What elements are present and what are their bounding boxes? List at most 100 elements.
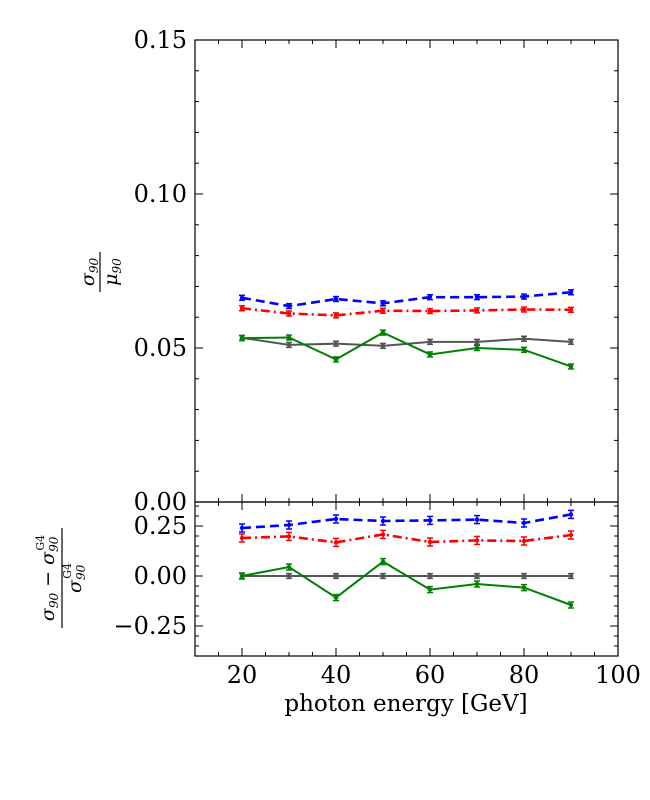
- bottom-data-point: [521, 585, 527, 590]
- bottom-panel: −0.25 0.00 0.25 20 40 60 80 100: [113, 501, 641, 689]
- top-series-1: [239, 305, 574, 319]
- x-tick-label: 80: [509, 661, 540, 689]
- bottom-data-point: [521, 520, 527, 526]
- bottom-series-line: [241, 560, 572, 606]
- bottom-data-point: [333, 540, 339, 545]
- x-axis-title: photon energy [GeV]: [284, 691, 527, 717]
- top-data-point: [380, 308, 386, 313]
- top-data-point: [380, 301, 386, 306]
- top-data-point: [474, 308, 480, 313]
- top-data-point: [427, 308, 433, 314]
- top-data-point: [286, 342, 292, 348]
- top-data-point: [333, 296, 339, 302]
- x-tick-label: 40: [321, 661, 352, 689]
- top-data-point: [239, 335, 245, 341]
- bottom-data-point: [333, 595, 339, 600]
- x-tick-label: 100: [595, 661, 641, 689]
- top-data-point: [333, 313, 339, 318]
- top-data-point: [521, 307, 527, 312]
- top-series-0: [239, 289, 574, 310]
- top-data-point: [521, 347, 527, 353]
- bottom-data-point: [521, 538, 527, 544]
- top-data-point: [333, 357, 339, 362]
- bottom-series-line: [241, 533, 572, 544]
- top-data-point: [239, 306, 245, 311]
- top-axes: 0.00 0.05 0.10 0.15: [134, 26, 619, 516]
- top-data-point: [474, 294, 480, 300]
- bottom-data-point: [474, 581, 480, 587]
- bottom-data-point: [286, 573, 292, 579]
- bottom-data-point: [427, 587, 433, 592]
- bottom-data-point: [474, 573, 480, 579]
- top-data-point: [568, 307, 574, 313]
- bottom-series-layer: [239, 509, 574, 609]
- top-data-point: [521, 336, 527, 341]
- top-plot-frame: [194, 39, 619, 503]
- bottom-data-point: [568, 532, 574, 538]
- bottom-data-point: [286, 522, 292, 528]
- bottom-data-point: [568, 573, 574, 579]
- top-data-point: [521, 294, 527, 299]
- bottom-y-axis-label: σ90 − σ90G4 σ90G4: [34, 528, 88, 628]
- top-data-point: [286, 335, 292, 340]
- top-data-point: [286, 303, 292, 309]
- bottom-data-point: [286, 534, 292, 539]
- bottom-data-point: [286, 564, 292, 570]
- bottom-data-point: [380, 518, 386, 524]
- bottom-data-point: [521, 573, 527, 579]
- bottom-plot-frame: [194, 501, 619, 657]
- bottom-data-point: [474, 538, 480, 543]
- top-y-tick-label: 0.05: [134, 334, 187, 362]
- bottom-data-point: [380, 532, 386, 537]
- bottom-y-tick-label: 0.00: [134, 562, 187, 590]
- top-y-tick-label: 0.15: [134, 26, 187, 54]
- x-tick-label: 20: [227, 661, 258, 689]
- top-data-point: [427, 294, 433, 300]
- top-data-point: [427, 352, 433, 357]
- bottom-ylabel-numerator: σ90 − σ90G4: [34, 535, 61, 621]
- top-panel: 0.00 0.05 0.10 0.15: [134, 26, 619, 516]
- bottom-data-point: [380, 573, 386, 579]
- top-series-line: [241, 306, 572, 317]
- top-data-point: [380, 330, 386, 335]
- bottom-series-0: [239, 509, 574, 533]
- bottom-axes: −0.25 0.00 0.25 20 40 60 80 100: [113, 501, 641, 689]
- top-y-tick-label: 0.10: [134, 180, 187, 208]
- bottom-data-point: [427, 518, 433, 523]
- bottom-ylabel-denominator: σ90G4: [61, 563, 88, 593]
- bottom-data-point: [239, 525, 245, 531]
- bottom-data-point: [568, 512, 574, 517]
- bottom-data-point: [568, 602, 574, 608]
- bottom-data-point: [239, 573, 245, 579]
- top-data-point: [474, 339, 480, 345]
- top-ylabel-numerator: σ90: [77, 258, 101, 287]
- top-data-point: [286, 311, 292, 316]
- top-y-axis-label: σ90 μ90: [77, 252, 124, 292]
- bottom-series-line: [241, 513, 572, 530]
- top-data-point: [380, 343, 386, 349]
- top-data-point: [333, 341, 339, 346]
- top-data-point: [474, 345, 480, 351]
- bottom-data-point: [474, 517, 480, 522]
- top-series-line: [241, 331, 572, 368]
- top-data-point: [568, 290, 574, 295]
- top-y-tick-label: 0.00: [134, 488, 187, 516]
- top-data-point: [239, 295, 245, 300]
- bottom-data-point: [333, 516, 339, 522]
- x-tick-label: 60: [415, 661, 446, 689]
- bottom-series-3: [239, 557, 574, 609]
- top-series-3: [239, 329, 574, 370]
- top-data-point: [568, 364, 574, 369]
- bottom-data-point: [427, 539, 433, 545]
- top-ylabel-denominator: μ90: [100, 258, 124, 286]
- top-data-point: [427, 339, 433, 345]
- top-data-point: [568, 339, 574, 345]
- bottom-series-1: [239, 529, 574, 548]
- bottom-y-tick-label: 0.25: [134, 512, 187, 540]
- bottom-y-tick-label: −0.25: [113, 612, 187, 640]
- bottom-data-point: [427, 573, 433, 579]
- bottom-data-point: [239, 535, 245, 541]
- bottom-data-point: [333, 573, 339, 579]
- bottom-data-point: [380, 559, 386, 564]
